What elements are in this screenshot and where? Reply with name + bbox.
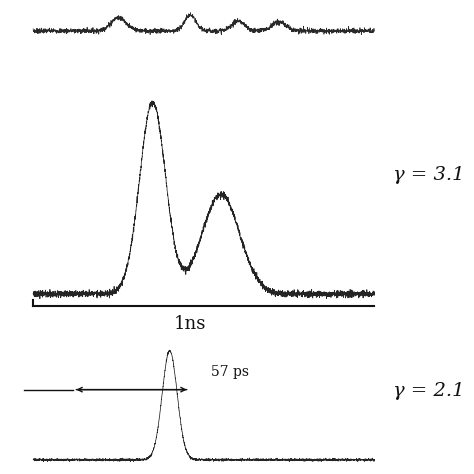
Text: 57 ps: 57 ps: [211, 365, 249, 379]
Text: γ = 3.1: γ = 3.1: [393, 166, 465, 184]
Text: γ = 2.1: γ = 2.1: [393, 382, 465, 400]
Text: 1ns: 1ns: [173, 315, 206, 333]
